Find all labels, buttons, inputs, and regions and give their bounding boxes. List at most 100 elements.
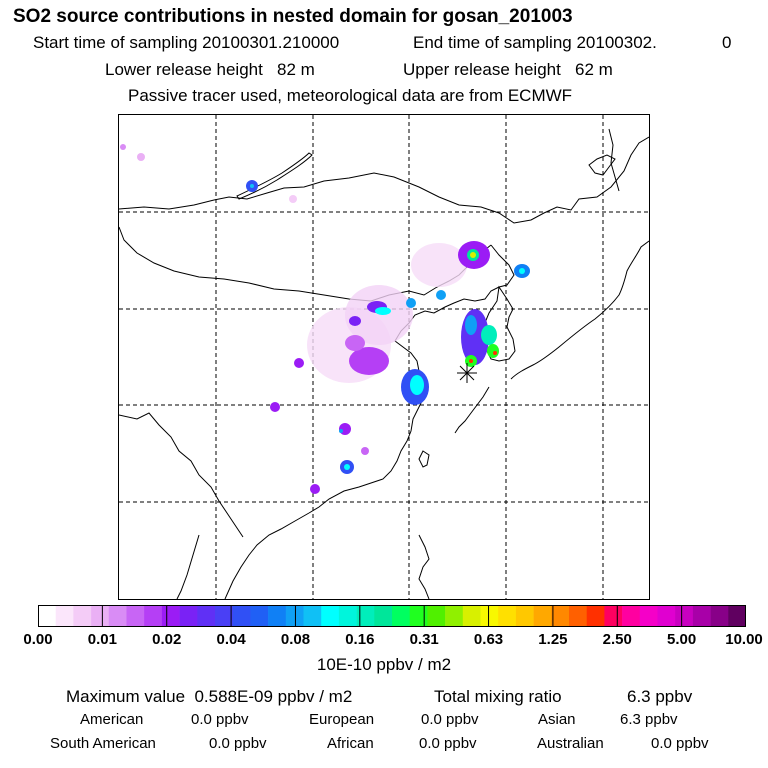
field-cell bbox=[487, 344, 499, 358]
field-cell bbox=[120, 144, 126, 150]
field-cell bbox=[250, 184, 254, 188]
colorbar-swatch bbox=[232, 605, 251, 627]
total-mixing-value: 6.3 ppbv bbox=[627, 687, 693, 706]
field-cell bbox=[339, 429, 343, 433]
contribution-field bbox=[120, 144, 530, 494]
southwest-border bbox=[119, 412, 244, 538]
colorbar-swatch bbox=[392, 605, 410, 627]
colorbar-tick-label: 0.16 bbox=[345, 631, 375, 648]
colorbar-swatch bbox=[675, 605, 694, 627]
field-cell bbox=[469, 359, 473, 363]
japan-hokkaido bbox=[588, 154, 616, 176]
japan-kyushu-honshu bbox=[510, 240, 649, 380]
baikal-lake bbox=[236, 152, 313, 200]
source-name-south-american: South American bbox=[50, 735, 156, 752]
field-cell bbox=[470, 252, 476, 258]
colorbar-ticks: 0.00 0.01 0.02 0.04 0.08 0.16 0.31 0.63 1.25 2.50… bbox=[0, 631, 768, 651]
source-value-european: 0.0 ppbv bbox=[421, 711, 479, 728]
colorbar-swatch bbox=[498, 605, 517, 627]
field-faint bbox=[411, 243, 467, 287]
colorbar-swatch bbox=[179, 605, 198, 627]
taiwan bbox=[418, 450, 430, 468]
colorbar-swatch bbox=[622, 605, 641, 627]
colorbar-swatch bbox=[462, 605, 481, 627]
lat-lon-grid bbox=[119, 115, 649, 599]
colorbar-tick-label: 0.00 bbox=[23, 631, 53, 648]
china-korea-coast bbox=[308, 244, 515, 514]
colorbar-swatch bbox=[38, 605, 56, 627]
tracer-note: Passive tracer used, meteorological data… bbox=[128, 86, 573, 105]
colorbar-tick-label: 2.50 bbox=[602, 631, 632, 648]
colorbar-swatch bbox=[569, 605, 587, 627]
colorbar-swatch bbox=[321, 605, 340, 627]
field-cell bbox=[410, 375, 424, 395]
field-cell bbox=[519, 268, 525, 274]
ryukyu-islands bbox=[454, 386, 490, 434]
colorbar-swatch bbox=[91, 605, 110, 627]
field-cell bbox=[344, 464, 350, 470]
colorbar-swatch bbox=[303, 605, 322, 627]
source-name-australian: Australian bbox=[537, 735, 604, 752]
colorbar-swatch bbox=[586, 605, 605, 627]
colorbar-swatch bbox=[144, 605, 163, 627]
colorbar-tick-label: 0.02 bbox=[152, 631, 182, 648]
colorbar-swatch bbox=[728, 605, 746, 627]
colorbar-tick-label: 1.25 bbox=[538, 631, 568, 648]
field-cell bbox=[361, 447, 369, 455]
map-svg bbox=[119, 115, 649, 599]
end-time-label: End time of sampling 20100302. bbox=[413, 33, 657, 52]
colorbar-swatch bbox=[161, 605, 180, 627]
colorbar-swatch bbox=[480, 605, 499, 627]
colorbar-swatch bbox=[108, 605, 127, 627]
colorbar-swatch bbox=[285, 605, 304, 627]
colorbar-swatch bbox=[604, 605, 623, 627]
field-cell bbox=[270, 402, 280, 412]
field-cell bbox=[345, 335, 365, 351]
colorbar-unit: 10E-10 ppbv / m2 bbox=[316, 655, 452, 674]
south-china-coast bbox=[224, 512, 310, 599]
field-cell bbox=[137, 153, 145, 161]
colorbar-swatch bbox=[374, 605, 393, 627]
field-cell bbox=[436, 290, 446, 300]
colorbar-swatch bbox=[533, 605, 552, 627]
colorbar-swatch bbox=[126, 605, 145, 627]
field-cell bbox=[493, 351, 497, 355]
field-cell bbox=[339, 423, 351, 435]
coastlines bbox=[119, 128, 649, 599]
lower-release-height: Lower release height 82 m bbox=[105, 60, 315, 79]
field-cell bbox=[349, 316, 361, 326]
colorbar-swatch bbox=[639, 605, 658, 627]
colorbar-swatch bbox=[338, 605, 357, 627]
source-value-south-american: 0.0 ppbv bbox=[209, 735, 267, 752]
colorbar-swatch bbox=[215, 605, 233, 627]
colorbar-tick-label: 0.04 bbox=[216, 631, 246, 648]
korean-peninsula bbox=[480, 285, 516, 362]
colorbar-tick-label: 0.31 bbox=[409, 631, 439, 648]
field-cell bbox=[406, 298, 416, 308]
source-value-australian: 0.0 ppbv bbox=[651, 735, 709, 752]
source-name-european: European bbox=[309, 711, 375, 728]
colorbar-swatch bbox=[551, 605, 570, 627]
field-cell bbox=[349, 347, 389, 375]
source-value-asian: 6.3 ppbv bbox=[620, 711, 678, 728]
source-name-american: American bbox=[80, 711, 144, 728]
max-value-label: Maximum value 0.588E-09 ppbv / m2 bbox=[66, 687, 353, 706]
colorbar-swatch bbox=[710, 605, 729, 627]
colorbar-tick-label: 10.00 bbox=[725, 631, 763, 648]
colorbar-swatch bbox=[515, 605, 534, 627]
start-time-label: Start time of sampling 20100301.210000 bbox=[33, 33, 340, 52]
colorbar-swatch bbox=[250, 605, 269, 627]
colorbar-swatch bbox=[657, 605, 676, 627]
chart-title: SO2 source contributions in nested domai… bbox=[13, 6, 573, 27]
sakhalin bbox=[608, 128, 620, 192]
colorbar-swatch bbox=[445, 605, 464, 627]
total-mixing-label: Total mixing ratio bbox=[434, 687, 562, 706]
source-value-african: 0.0 ppbv bbox=[419, 735, 477, 752]
colorbar-tick-label: 0.01 bbox=[87, 631, 117, 648]
field-cell bbox=[375, 307, 391, 315]
indochina-coast bbox=[176, 534, 200, 599]
field-faint bbox=[345, 285, 413, 345]
map-panel bbox=[118, 114, 650, 600]
field-cell bbox=[481, 325, 497, 345]
field-cell bbox=[289, 195, 297, 203]
